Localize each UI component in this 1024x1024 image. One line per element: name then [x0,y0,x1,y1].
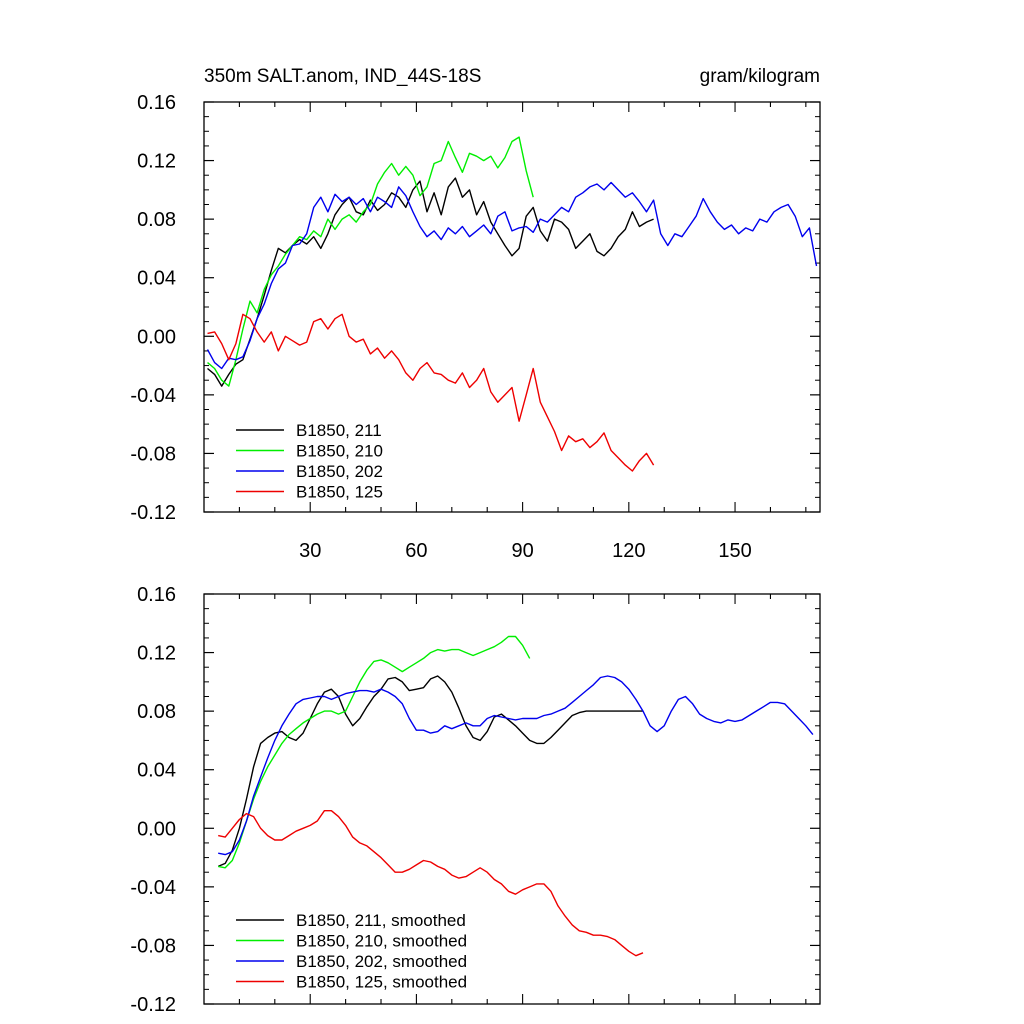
plot-bottom-series [217,635,814,957]
series-line [217,675,643,868]
plot-top-frame [203,101,821,513]
plot-bottom-minor-ticks [204,608,820,990]
ytick-label: 0.16 [137,92,176,114]
panel-bottom: 0.16 0.12 0.08 0.04 0.00 -0.04 -0.08 -0.12 B185… [130,584,821,1016]
ytick-label: 0.00 [137,818,176,840]
series-line [207,177,654,387]
series-line [206,181,818,370]
plot-bottom-xticks [238,594,807,1004]
legend-label: B1850, 202 [296,462,383,481]
plot-top-series [206,136,818,472]
xtick-label: 30 [299,540,321,562]
legend-label: B1850, 210, smoothed [296,932,467,951]
xtick-label: 120 [612,540,645,562]
ytick-label: 0.00 [137,326,176,348]
plot-bottom-yticks: 0.16 0.12 0.08 0.04 0.00 -0.04 -0.08 -0.12 [130,584,820,1016]
series-line [207,313,655,472]
panel-top: 350m SALT.anom, IND_44S-18S gram/kilogra… [130,66,821,562]
ytick-label: -0.12 [130,502,176,524]
ytick-label: 0.04 [137,760,176,782]
legend-label: B1850, 202, smoothed [296,952,467,971]
ytick-label: -0.04 [130,385,176,407]
plot-top-xticks: 30 60 90 120 150 [238,102,807,562]
legend-label: B1850, 211, smoothed [296,911,466,930]
ytick-label: -0.08 [130,935,176,957]
plot-top-minor-ticks [204,116,820,498]
legend-label: B1850, 210 [296,442,383,461]
ytick-label: 0.16 [137,584,176,606]
plot-bottom-frame [203,593,821,1005]
xtick-label: 90 [511,540,533,562]
chart-title: 350m SALT.anom, IND_44S-18S [204,66,481,87]
ytick-label: -0.12 [130,994,176,1016]
ytick-label: -0.08 [130,443,176,465]
ytick-label: 0.12 [137,151,176,173]
ytick-label: -0.04 [130,877,176,899]
series-line [218,810,644,957]
legend-label: B1850, 125, smoothed [296,973,467,992]
plot-bottom-legend: B1850, 211, smoothed B1850, 210, smoothed… [236,911,467,992]
xtick-label: 150 [718,540,751,562]
plot-top-yticks: 0.16 0.12 0.08 0.04 0.00 -0.04 -0.08 -0.12 [130,92,820,524]
series-line [218,635,531,869]
ytick-label: 0.08 [137,209,176,231]
ytick-label: 0.08 [137,701,176,723]
legend-label: B1850, 211 [296,421,382,440]
ytick-label: 0.12 [137,643,176,665]
xtick-label: 60 [405,540,427,562]
ytick-label: 0.04 [137,268,176,290]
series-line [218,675,814,856]
series-line [207,136,534,387]
legend-label: B1850, 125 [296,483,383,502]
units-label: gram/kilogram [700,66,820,87]
